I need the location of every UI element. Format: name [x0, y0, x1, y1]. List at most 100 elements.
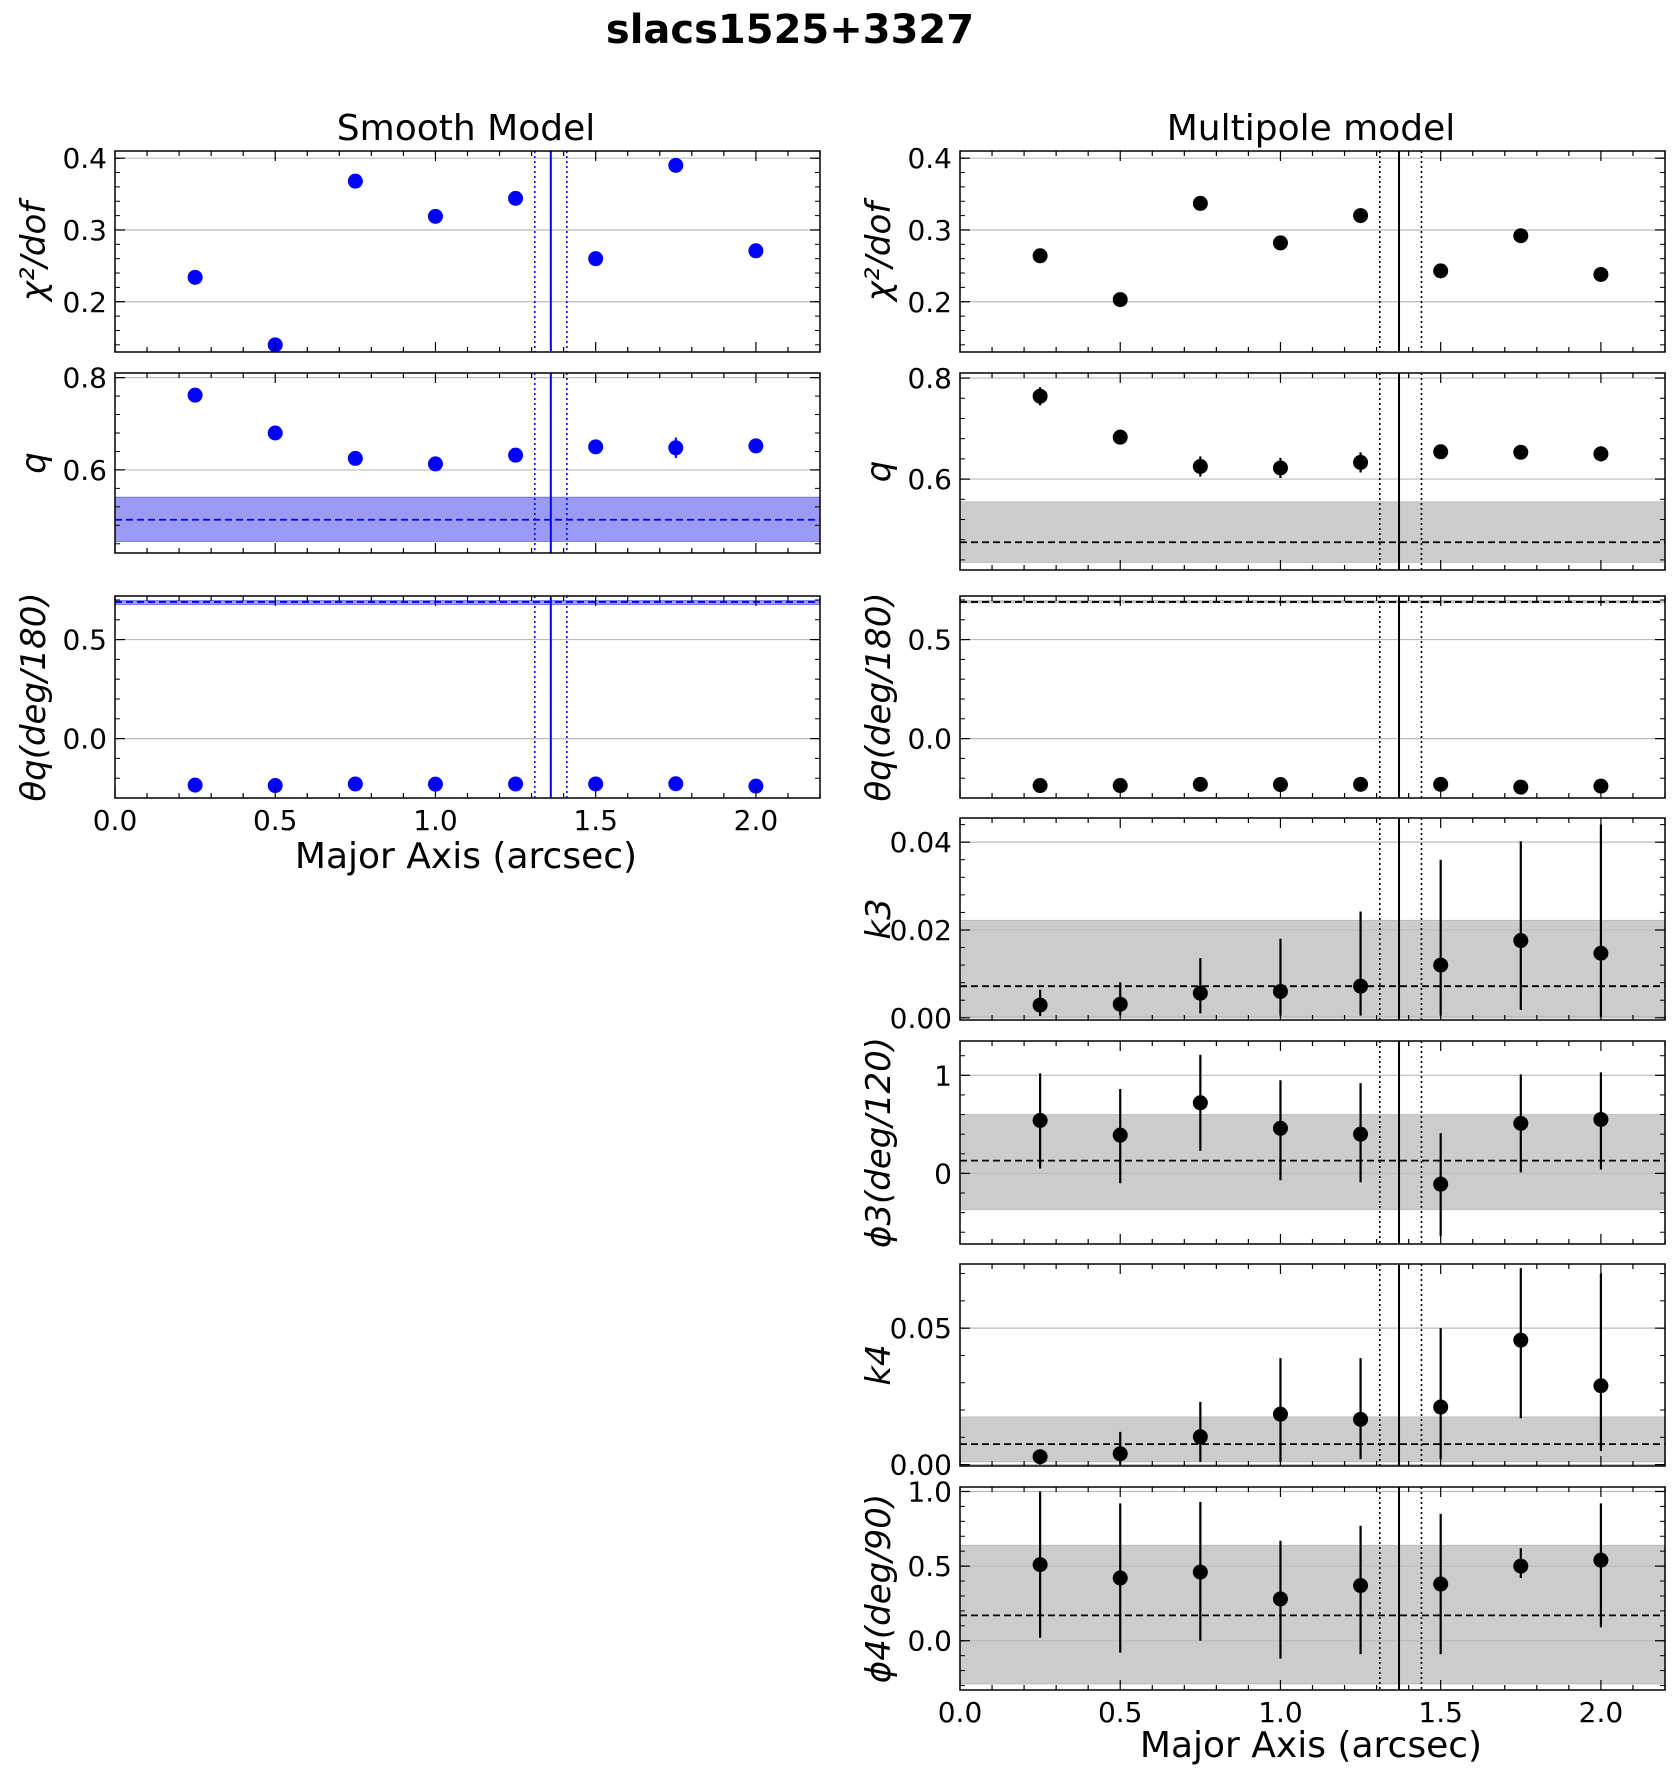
multi-q-point-2 [1192, 458, 1208, 474]
multi-phi3-plot-area [960, 1041, 1665, 1244]
multi-q-point-7 [1593, 446, 1609, 462]
multi-q-point-4 [1353, 454, 1369, 470]
multi-phi3-band [960, 1114, 1665, 1211]
multi-q-band [960, 501, 1665, 563]
smooth-theta-point-4 [508, 776, 524, 792]
multi-theta-point-3 [1272, 777, 1288, 793]
smooth-q-panel: 0.6 0.8 q [14, 362, 821, 554]
multi-k3-point-3 [1272, 983, 1288, 999]
smooth-theta-xtick-label-3: 1.5 [573, 804, 618, 837]
multi-theta-point-1 [1112, 778, 1128, 794]
multi-k3-band [960, 919, 1665, 1018]
smooth-chi2-ytick-label-0: 0.2 [62, 286, 107, 319]
multi-q-point-3 [1272, 460, 1288, 476]
smooth-chi2-y-axis-label: χ²/dof [14, 197, 54, 304]
multi-phi3-point-0 [1032, 1112, 1048, 1128]
multi-phi4-point-2 [1192, 1564, 1208, 1580]
multi-k4-point-2 [1192, 1429, 1208, 1445]
multi-k4-ytick-label-1: 0.05 [890, 1312, 952, 1345]
multi-q-plot-area [960, 373, 1665, 570]
multi-k3-point-4 [1353, 978, 1369, 994]
multi-phi4-xtick-label-3: 1.5 [1418, 1696, 1463, 1729]
multi-k3-panel: 0.00 0.02 0.04 k3 [859, 817, 1666, 1035]
smooth-q-ytick-label-0: 0.6 [62, 454, 107, 487]
multi-chi2-point-1 [1112, 292, 1128, 308]
smooth-theta-point-1 [267, 778, 283, 794]
multi-q-point-6 [1513, 444, 1529, 460]
multi-theta-point-7 [1593, 778, 1609, 794]
multi-chi2-point-0 [1032, 248, 1048, 264]
multi-k3-point-1 [1112, 996, 1128, 1012]
smooth-theta-y-axis-label: θq(deg/180) [14, 592, 54, 801]
multi-q-point-5 [1433, 444, 1449, 460]
multi-chi2-plot-area [960, 151, 1665, 352]
multi-phi3-point-6 [1513, 1115, 1529, 1131]
multi-phi3-point-3 [1272, 1120, 1288, 1136]
smooth-theta-ytick-label-1: 0.5 [62, 624, 107, 657]
multi-phi4-xtick-label-1: 0.5 [1098, 1696, 1143, 1729]
smooth-q-plot-area [115, 373, 820, 553]
multi-k3-point-7 [1593, 945, 1609, 961]
multi-phi4-ytick-label-2: 1.0 [907, 1475, 952, 1508]
multi-phi3-panel: 0 1 ϕ3(deg/120) [859, 1037, 1666, 1248]
multi-theta-frame [959, 595, 1666, 799]
multi-phi3-point-2 [1192, 1095, 1208, 1111]
multi-chi2-point-5 [1433, 263, 1449, 279]
multi-q-ytick-label-1: 0.8 [907, 362, 952, 395]
multi-chi2-ytick-label-2: 0.4 [907, 142, 952, 175]
smooth-theta-xtick-label-2: 1.0 [413, 804, 458, 837]
multi-q-panel: 0.6 0.8 q [859, 362, 1666, 571]
multi-q-ytick-label-0: 0.6 [907, 463, 952, 496]
smooth-theta-point-7 [748, 778, 764, 794]
smooth-chi2-point-7 [748, 243, 764, 259]
multi-phi4-point-1 [1112, 1570, 1128, 1586]
multi-chi2-point-4 [1353, 208, 1369, 224]
smooth-theta-point-3 [427, 776, 443, 792]
multi-k4-point-0 [1032, 1449, 1048, 1465]
multi-theta-point-0 [1032, 778, 1048, 794]
smooth-theta-xtick-label-1: 0.5 [253, 804, 298, 837]
multi-theta-point-5 [1433, 776, 1449, 792]
multi-phi4-xtick-label-4: 2.0 [1579, 1696, 1624, 1729]
left-x-axis-label: Major Axis (arcsec) [295, 836, 637, 877]
multi-theta-point-6 [1513, 779, 1529, 795]
smooth-theta-point-5 [588, 776, 604, 792]
multi-phi4-point-0 [1032, 1557, 1048, 1573]
multi-k3-point-5 [1433, 957, 1449, 973]
smooth-q-point-6 [668, 440, 684, 456]
multi-theta-point-2 [1192, 776, 1208, 792]
multi-phi3-y-axis-label: ϕ3(deg/120) [859, 1037, 899, 1248]
multi-chi2-ytick-label-0: 0.2 [907, 286, 952, 319]
multi-k4-y-axis-label: k4 [859, 1344, 899, 1385]
multi-k4-band [960, 1416, 1665, 1463]
multi-phi4-point-4 [1353, 1578, 1369, 1594]
smooth-q-point-2 [347, 450, 363, 466]
smooth-theta-point-6 [668, 776, 684, 792]
multi-theta-y-axis-label: θq(deg/180) [859, 592, 899, 801]
multi-theta-point-4 [1353, 776, 1369, 792]
multi-chi2-panel: 0.2 0.3 0.4χ²/dof [859, 142, 1666, 353]
smooth-chi2-point-3 [427, 208, 443, 224]
multi-k3-ytick-label-2: 0.04 [890, 826, 952, 859]
left-column-title: Smooth Model [337, 108, 595, 149]
multi-phi4-point-3 [1272, 1591, 1288, 1607]
multi-chi2-point-6 [1513, 228, 1529, 244]
multi-k4-point-5 [1433, 1399, 1449, 1415]
multi-chi2-point-7 [1593, 266, 1609, 282]
smooth-theta-frame [114, 595, 821, 799]
multi-k4-ytick-label-0: 0.00 [890, 1449, 952, 1482]
multi-phi4-ytick-label-0: 0.0 [907, 1625, 952, 1658]
smooth-chi2-frame [114, 150, 821, 353]
multi-theta-plot-area [960, 596, 1665, 798]
multi-phi4-plot-area [960, 1487, 1665, 1690]
multi-k3-ytick-label-1: 0.02 [890, 914, 952, 947]
multi-phi3-ytick-label-1: 1 [934, 1059, 952, 1092]
multi-k3-ytick-label-0: 0.00 [890, 1002, 952, 1035]
multi-phi4-xtick-label-2: 1.0 [1258, 1696, 1303, 1729]
smooth-chi2-point-6 [668, 157, 684, 173]
smooth-theta-xtick-label-4: 2.0 [734, 804, 779, 837]
right-column-title: Multipole model [1167, 108, 1456, 149]
